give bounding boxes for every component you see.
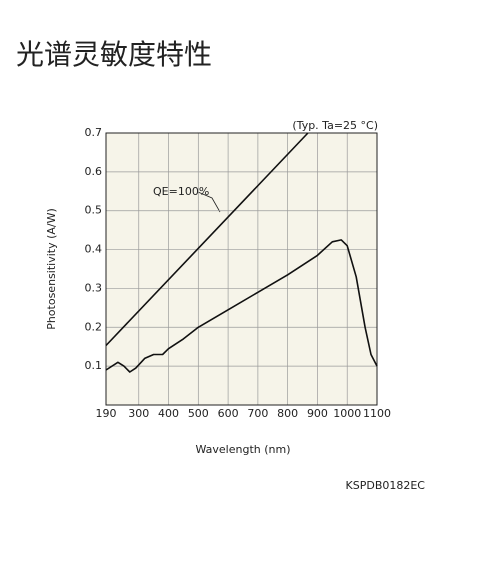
leader-line xyxy=(197,191,221,213)
x-tick-label: 600 xyxy=(218,407,239,420)
y-tick-label: 0.2 xyxy=(85,320,103,333)
y-tick-label: 0.5 xyxy=(85,204,103,217)
series-label: QE=100% xyxy=(153,185,209,198)
condition-note: (Typ. Ta=25 °C) xyxy=(292,119,378,132)
x-tick-label: 300 xyxy=(128,407,149,420)
y-tick-label: 0.7 xyxy=(85,126,103,139)
series-line xyxy=(105,239,378,373)
figure-code: KSPDB0182EC xyxy=(346,479,426,492)
series-line xyxy=(105,132,309,347)
x-tick-label: 1100 xyxy=(363,407,391,420)
x-tick-label: 900 xyxy=(307,407,328,420)
plot-area xyxy=(106,133,377,405)
x-axis-label: Wavelength (nm) xyxy=(195,443,290,456)
y-tick-label: 0.1 xyxy=(85,359,103,372)
x-tick-label: 190 xyxy=(96,407,117,420)
x-tick-label: 500 xyxy=(188,407,209,420)
page-title: 光谱灵敏度特性 xyxy=(16,38,212,71)
y-tick-label: 0.3 xyxy=(85,281,103,294)
y-axis-label: Photosensitivity (A/W) xyxy=(45,208,58,330)
x-tick-label: 1000 xyxy=(333,407,361,420)
x-tick-label: 800 xyxy=(277,407,298,420)
y-tick-label: 0.4 xyxy=(85,243,103,256)
x-tick-label: 400 xyxy=(158,407,179,420)
plot-border xyxy=(105,132,378,406)
y-tick-label: 0.6 xyxy=(85,165,103,178)
x-tick-label: 700 xyxy=(247,407,268,420)
